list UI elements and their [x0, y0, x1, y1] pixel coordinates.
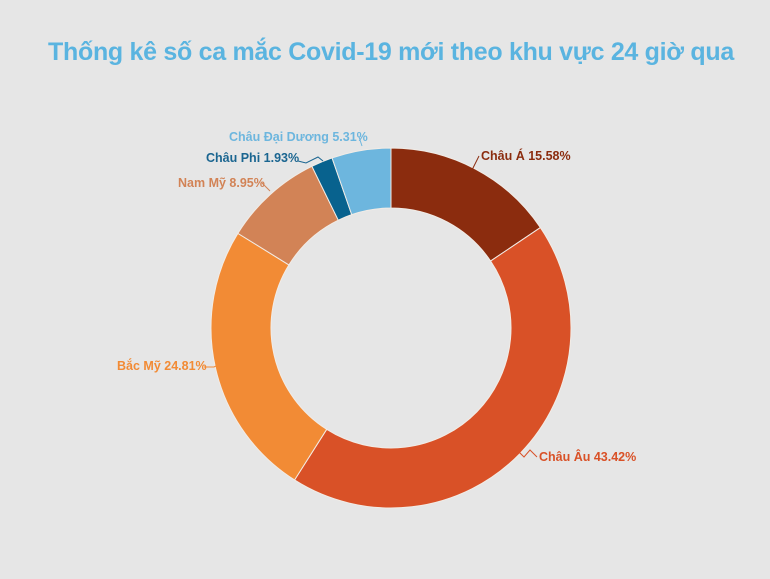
leader-line-bac-my — [204, 364, 219, 368]
leader-line-chau-a — [471, 155, 480, 171]
slice-chau-au — [293, 226, 572, 509]
label-chau-phi: Châu Phi 1.93% — [206, 151, 299, 165]
leader-line-chau-dai-duong — [358, 136, 363, 147]
leader-line-nam-my — [261, 182, 271, 192]
label-chau-au: Châu Âu 43.42% — [539, 449, 636, 464]
label-nam-my: Nam Mỹ 8.95% — [178, 176, 265, 190]
slice-bac-my — [210, 232, 328, 481]
leader-line-chau-phi — [297, 156, 324, 164]
leader-line-chau-au — [517, 449, 538, 458]
label-chau-dai-duong: Châu Đại Dương 5.31% — [229, 130, 368, 144]
label-bac-my: Bắc Mỹ 24.81% — [117, 358, 207, 373]
chart-title: Thống kê số ca mắc Covid-19 mới theo khu… — [48, 38, 734, 66]
slice-chau-dai-duong — [331, 147, 392, 216]
slice-labels: Châu Á 15.58% Châu Âu 43.42% Bắc Mỹ 24.81%… — [117, 130, 636, 464]
donut-slices — [210, 147, 572, 509]
label-leader-lines — [204, 136, 538, 458]
label-chau-a: Châu Á 15.58% — [481, 148, 571, 163]
